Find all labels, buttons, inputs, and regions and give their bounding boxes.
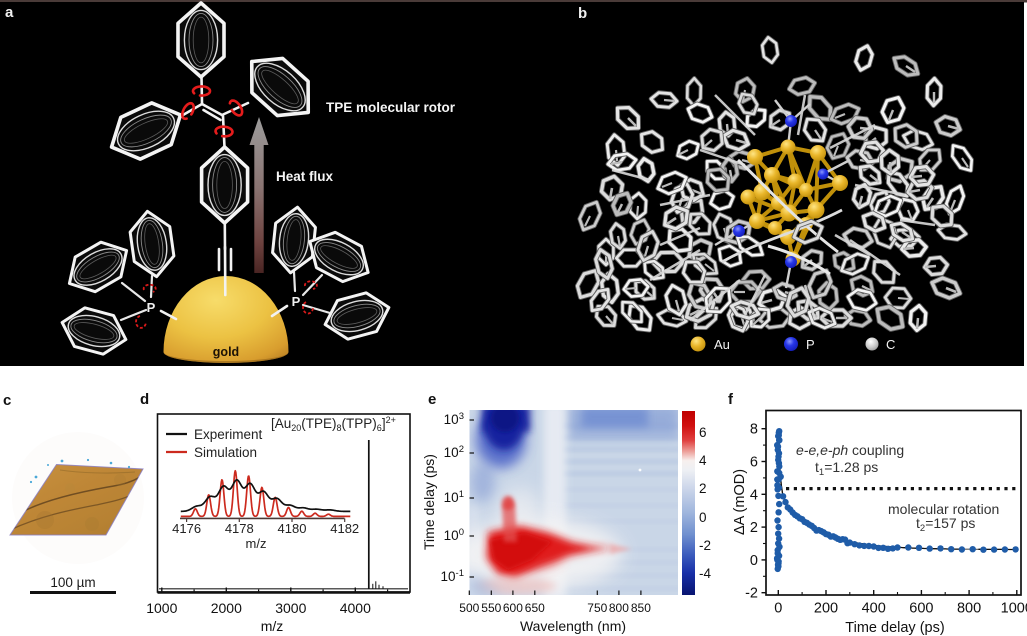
svg-text:Heat flux: Heat flux	[276, 169, 334, 184]
svg-text:t2=157 ps: t2=157 ps	[916, 515, 975, 534]
svg-text:e: e	[428, 391, 436, 408]
svg-text:0: 0	[750, 553, 758, 569]
svg-text:4000: 4000	[340, 600, 371, 616]
svg-text:m/z: m/z	[261, 618, 284, 634]
svg-text:c: c	[3, 392, 11, 409]
svg-text:TPE molecular rotor: TPE molecular rotor	[326, 100, 456, 115]
svg-text:400: 400	[862, 601, 886, 617]
svg-text:600: 600	[909, 601, 933, 617]
svg-text:gold: gold	[213, 345, 239, 359]
svg-text:-2: -2	[745, 586, 758, 602]
svg-text:4180: 4180	[278, 521, 307, 536]
svg-text:e-e,e-ph coupling: e-e,e-ph coupling	[796, 442, 904, 458]
svg-text:6: 6	[750, 455, 758, 471]
svg-text:750: 750	[587, 601, 607, 615]
svg-text:Time delay (ps): Time delay (ps)	[845, 620, 944, 636]
svg-text:100 µm: 100 µm	[50, 575, 95, 590]
svg-text:Experiment: Experiment	[194, 427, 263, 442]
svg-text:t1=1.28 ps: t1=1.28 ps	[815, 459, 878, 478]
svg-text:0: 0	[699, 510, 707, 525]
svg-text:850: 850	[631, 601, 651, 615]
svg-text:1000: 1000	[1001, 601, 1027, 617]
svg-text:m/z: m/z	[246, 536, 267, 551]
svg-text:-4: -4	[699, 566, 711, 581]
svg-text:Au: Au	[714, 337, 730, 352]
svg-text:800: 800	[609, 601, 629, 615]
svg-text:C: C	[886, 337, 895, 352]
svg-text:101: 101	[444, 489, 464, 505]
svg-text:4: 4	[699, 453, 707, 468]
svg-text:500: 500	[459, 601, 479, 615]
svg-text:1000: 1000	[146, 600, 177, 616]
svg-text:3000: 3000	[275, 600, 306, 616]
svg-text:P: P	[147, 300, 156, 315]
svg-text:P: P	[292, 294, 301, 309]
svg-text:0: 0	[774, 601, 782, 617]
svg-text:ΔA (mOD): ΔA (mOD)	[732, 469, 748, 535]
svg-text:d: d	[140, 391, 149, 408]
svg-text:102: 102	[444, 444, 464, 460]
svg-text:800: 800	[957, 601, 981, 617]
svg-text:-2: -2	[699, 538, 711, 553]
svg-text:Time delay (ps): Time delay (ps)	[421, 454, 437, 550]
svg-text:4176: 4176	[172, 521, 201, 536]
svg-text:200: 200	[814, 601, 838, 617]
svg-text:4182: 4182	[330, 521, 359, 536]
svg-text:4178: 4178	[225, 521, 254, 536]
svg-text:600: 600	[503, 601, 523, 615]
svg-text:103: 103	[444, 411, 464, 427]
svg-text:650: 650	[525, 601, 545, 615]
svg-text:[Au20(TPE)8(TPP)6]2+: [Au20(TPE)8(TPP)6]2+	[271, 415, 396, 433]
svg-text:2: 2	[699, 481, 707, 496]
svg-text:100: 100	[444, 527, 464, 543]
svg-text:molecular rotation: molecular rotation	[888, 501, 999, 517]
svg-text:Simulation: Simulation	[194, 445, 257, 460]
svg-text:Wavelength (nm): Wavelength (nm)	[520, 618, 626, 634]
svg-text:f: f	[728, 391, 734, 408]
svg-text:b: b	[578, 5, 587, 22]
svg-text:a: a	[5, 4, 14, 21]
svg-text:4: 4	[750, 487, 758, 503]
svg-text:8: 8	[750, 422, 758, 438]
svg-text:10-1: 10-1	[441, 568, 464, 584]
svg-text:2000: 2000	[211, 600, 242, 616]
svg-text:P: P	[806, 337, 815, 352]
svg-text:550: 550	[481, 601, 501, 615]
svg-text:6: 6	[699, 425, 707, 440]
svg-text:2: 2	[750, 520, 758, 536]
